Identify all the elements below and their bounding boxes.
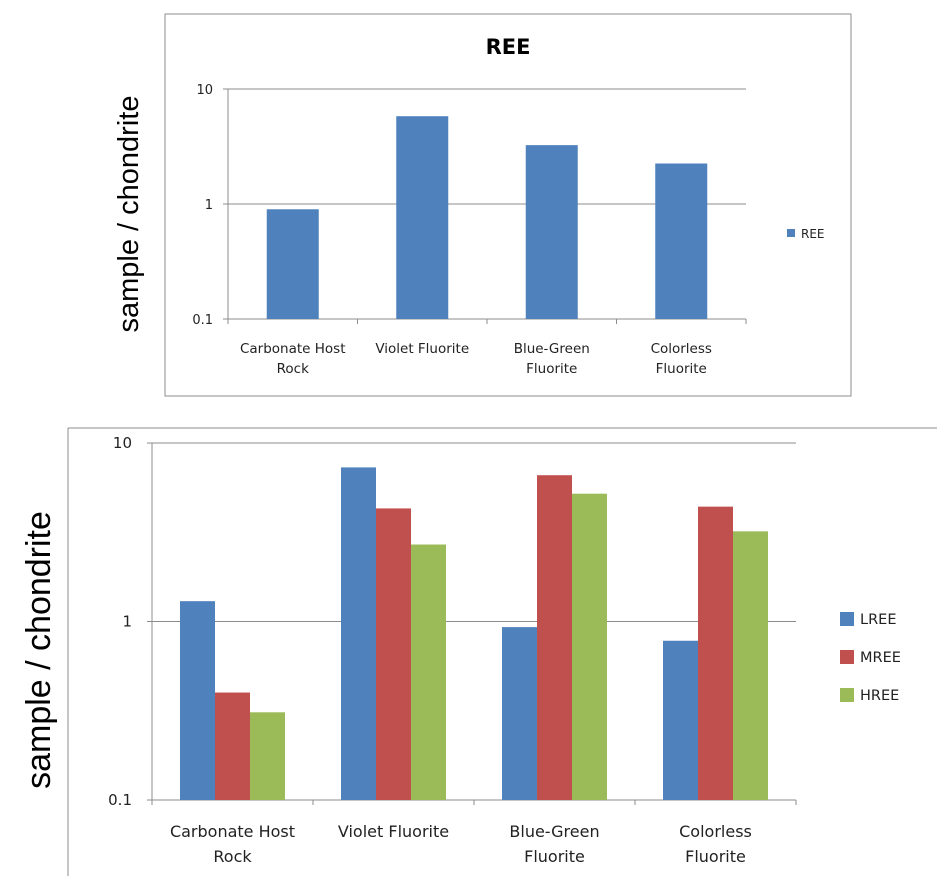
chart-ree-frame [164,13,852,397]
chart-ree: REE sample / chondrite 10 1 0.1 Carbonate … [113,13,852,397]
y-tick-label: 0.1 [108,791,132,809]
category-label: Blue-Green [514,341,590,357]
chart-2-y-axis-label: sample / chondrite [20,511,58,789]
category-label: Fluorite [656,361,707,377]
y-tick-label: 1 [122,613,132,631]
category-label: Rock [277,361,309,377]
legend-label: MREE [860,650,901,666]
chart-2-legend: LREE MREE HREE [840,612,901,704]
chart-ree-legend: REE [787,227,825,241]
y-tick-label: 10 [196,83,213,98]
bar-mree-2 [376,508,411,800]
bar-lree-4 [663,640,698,800]
bar-mree-3 [537,475,572,800]
bar-hree-1 [250,712,285,800]
bar-lree-2 [341,467,376,800]
category-label: Carbonate Host [240,341,346,357]
y-tick-label: 1 [205,198,213,213]
y-tick-label: 0.1 [192,313,213,328]
legend-swatch [840,612,854,626]
bar-mree-1 [215,692,250,800]
legend-label: REE [801,227,825,241]
chart-ree-title: REE [486,35,531,59]
bar-ree-3 [525,145,578,319]
y-tick-label: 10 [113,434,132,452]
chart-lree-mree-hree: sample / chondrite 10 1 0.1 Carbonate Host… [20,427,937,876]
bar-hree-3 [572,493,607,800]
legend-swatch [787,229,795,237]
chart-ree-y-ticks: 10 1 0.1 [192,83,213,328]
category-label: Blue-Green [509,822,599,841]
category-label: Carbonate Host [170,822,295,841]
chart-2-category-labels: Carbonate Host Rock Violet Fluorite Blue-Gr… [170,822,752,866]
bar-lree-3 [502,627,537,800]
legend-swatch [840,650,854,664]
legend-label: LREE [860,612,896,628]
chart-ree-category-labels: Carbonate Host Rock Violet Fluorite Blue-Gr… [240,341,712,377]
chart-2-bars [180,467,768,800]
chart-ree-y-axis-label: sample / chondrite [113,96,145,333]
bar-ree-1 [266,209,319,319]
category-label: Violet Fluorite [375,341,469,357]
category-label: Colorless [651,341,712,357]
chart-ree-bars [266,116,708,319]
bar-lree-1 [180,601,215,800]
bar-hree-2 [411,544,446,800]
category-label: Violet Fluorite [338,822,449,841]
bar-hree-4 [733,531,768,800]
chart-2-x-ticks [151,800,797,805]
chart-ree-x-ticks [227,319,747,324]
category-label: Rock [213,847,252,866]
bar-ree-2 [396,116,449,319]
category-label: Fluorite [524,847,585,866]
bar-ree-4 [655,163,708,319]
bar-mree-4 [698,506,733,800]
chart-2-y-ticks: 10 1 0.1 [108,434,132,809]
category-label: Fluorite [526,361,577,377]
legend-label: HREE [860,688,899,704]
legend-swatch [840,688,854,702]
category-label: Colorless [679,822,752,841]
category-label: Fluorite [685,847,746,866]
